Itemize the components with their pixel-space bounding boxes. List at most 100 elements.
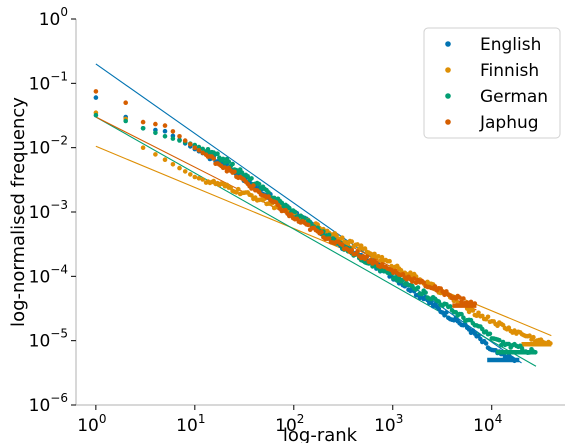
x-tick-base: 10 xyxy=(473,416,495,436)
data-point xyxy=(415,285,421,290)
data-point xyxy=(476,310,481,316)
data-point xyxy=(153,152,158,157)
data-point xyxy=(251,183,256,188)
data-point xyxy=(408,270,413,276)
data-point xyxy=(249,193,254,198)
legend-label: Finnish xyxy=(480,61,539,81)
data-point xyxy=(288,212,294,217)
data-point xyxy=(256,181,262,187)
data-point xyxy=(182,138,188,143)
data-point xyxy=(266,194,271,199)
data-point xyxy=(249,176,254,181)
data-point xyxy=(283,207,288,213)
data-point xyxy=(215,151,220,156)
legend-marker xyxy=(445,67,451,73)
data-point xyxy=(376,253,381,259)
data-point xyxy=(200,150,205,156)
y-tick-label: 10−2 xyxy=(29,134,68,159)
legend-frame xyxy=(423,27,561,139)
data-point xyxy=(182,169,188,174)
data-point xyxy=(123,118,128,124)
x-tick-base: 10 xyxy=(176,416,198,436)
data-point xyxy=(222,160,228,165)
data-point xyxy=(170,136,176,141)
x-tick-exponent: 4 xyxy=(495,412,503,426)
data-point xyxy=(447,304,453,309)
data-point xyxy=(349,239,355,244)
y-tick-base: 10 xyxy=(29,267,51,287)
data-point xyxy=(196,144,202,150)
data-point xyxy=(153,130,158,136)
y-tick-base: 10 xyxy=(29,139,51,159)
y-tick-label: 10−5 xyxy=(29,327,68,352)
legend-marker xyxy=(445,41,451,47)
data-point xyxy=(355,249,360,254)
y-tick-label: 10−3 xyxy=(29,198,68,223)
y-tick-exponent: 0 xyxy=(60,5,68,19)
x-tick-exponent: 3 xyxy=(396,412,404,426)
data-point xyxy=(485,314,491,320)
data-point xyxy=(387,258,392,264)
y-tick-label: 10−6 xyxy=(29,391,68,416)
data-point xyxy=(162,128,168,134)
data-point xyxy=(170,162,176,167)
x-tick-label: 104 xyxy=(473,412,502,436)
data-point xyxy=(419,291,425,297)
x-ticks: 100 101 102 103 104 xyxy=(77,405,502,436)
legend-marker xyxy=(445,119,451,125)
legend: English Finnish German Japhug xyxy=(423,27,561,139)
data-point xyxy=(466,309,472,315)
y-tick-label: 100 xyxy=(39,5,68,30)
data-point xyxy=(93,95,99,100)
x-tick-exponent: 0 xyxy=(99,412,107,426)
data-point xyxy=(230,161,235,167)
data-point xyxy=(319,229,324,235)
data-point xyxy=(470,308,476,313)
data-point xyxy=(292,209,298,215)
legend-label: German xyxy=(480,87,548,107)
x-tick-base: 10 xyxy=(374,416,396,436)
data-point xyxy=(123,100,128,105)
y-tick-base: 10 xyxy=(29,203,51,223)
data-point xyxy=(362,246,368,251)
data-point xyxy=(483,341,489,346)
data-point xyxy=(162,123,168,128)
data-point xyxy=(140,126,146,131)
fit-line-english xyxy=(95,63,522,364)
data-point xyxy=(232,169,237,175)
data-point xyxy=(372,251,377,257)
data-point xyxy=(222,165,228,170)
data-point xyxy=(368,257,374,263)
data-point xyxy=(315,222,321,227)
x-tick-base: 10 xyxy=(77,416,99,436)
data-point xyxy=(211,156,216,161)
data-point xyxy=(428,300,434,306)
data-point xyxy=(153,121,158,127)
x-tick-label: 101 xyxy=(176,412,205,436)
y-tick-exponent: −3 xyxy=(50,198,68,212)
data-point xyxy=(236,186,241,192)
data-point xyxy=(196,176,202,181)
data-point xyxy=(326,236,332,241)
y-tick-base: 10 xyxy=(29,396,51,416)
data-point xyxy=(220,156,226,162)
data-point xyxy=(349,247,355,253)
data-point xyxy=(355,242,360,247)
data-point xyxy=(177,165,182,171)
x-tick-label: 102 xyxy=(275,412,304,436)
data-point xyxy=(188,172,193,177)
data-point xyxy=(266,190,271,195)
data-point xyxy=(200,177,205,182)
data-point xyxy=(497,337,502,343)
data-point xyxy=(506,341,512,347)
data-point xyxy=(177,138,182,143)
data-point xyxy=(93,89,99,94)
y-tick-exponent: −2 xyxy=(50,134,68,148)
data-points xyxy=(93,89,553,364)
data-point xyxy=(188,142,193,147)
y-tick-exponent: −4 xyxy=(50,262,68,276)
data-point xyxy=(200,146,205,152)
x-tick-exponent: 2 xyxy=(297,412,305,426)
